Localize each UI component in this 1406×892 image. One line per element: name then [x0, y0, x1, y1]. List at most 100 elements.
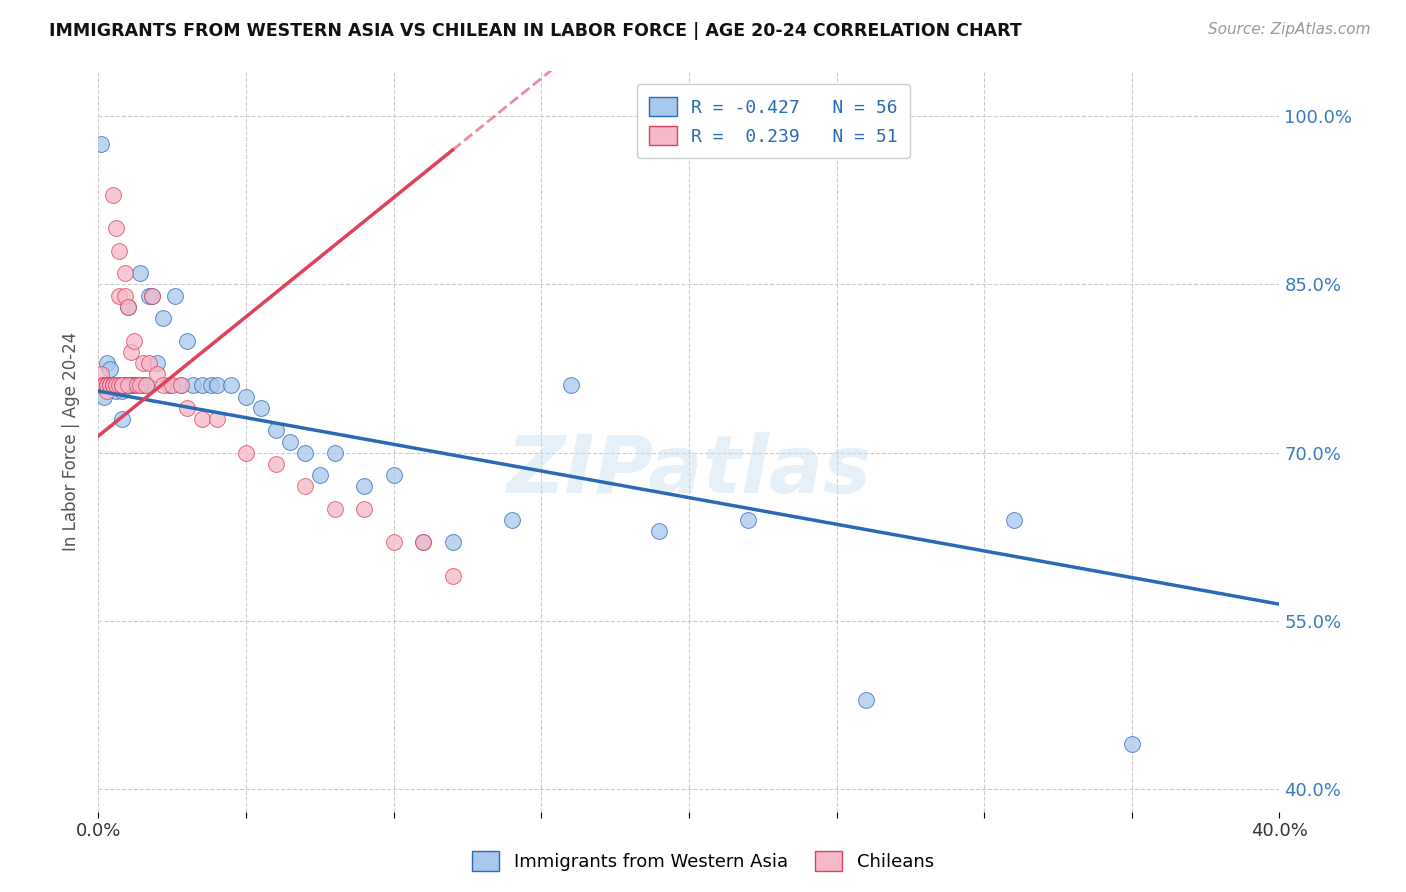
Point — [98, 361, 121, 376]
Point — [105, 384, 128, 398]
Point — [103, 378, 125, 392]
Point — [441, 535, 464, 549]
Point — [96, 384, 118, 398]
Point — [264, 457, 287, 471]
Text: IMMIGRANTS FROM WESTERN ASIA VS CHILEAN IN LABOR FORCE | AGE 20-24 CORRELATION C: IMMIGRANTS FROM WESTERN ASIA VS CHILEAN … — [49, 22, 1022, 40]
Point — [93, 390, 115, 404]
Point — [1002, 513, 1025, 527]
Point — [235, 390, 257, 404]
Point — [235, 446, 257, 460]
Point — [323, 501, 346, 516]
Y-axis label: In Labor Force | Age 20-24: In Labor Force | Age 20-24 — [62, 332, 80, 551]
Point — [170, 378, 193, 392]
Point — [120, 378, 142, 392]
Point — [93, 378, 115, 392]
Point — [93, 378, 115, 392]
Point — [98, 378, 121, 392]
Point — [323, 446, 346, 460]
Point — [114, 289, 136, 303]
Point — [138, 289, 160, 303]
Point — [135, 378, 157, 392]
Point — [108, 378, 131, 392]
Point — [264, 423, 287, 437]
Point — [152, 311, 174, 326]
Point — [117, 300, 139, 314]
Point — [146, 356, 169, 370]
Point — [108, 289, 131, 303]
Point — [353, 479, 375, 493]
Point — [93, 378, 115, 392]
Point — [181, 378, 204, 392]
Point — [294, 446, 316, 460]
Point — [90, 137, 112, 152]
Point — [125, 378, 148, 392]
Point — [165, 289, 187, 303]
Point — [205, 412, 228, 426]
Point — [103, 378, 125, 392]
Point — [117, 300, 139, 314]
Point — [501, 513, 523, 527]
Point — [191, 378, 214, 392]
Point — [122, 334, 145, 348]
Point — [294, 479, 316, 493]
Legend: Immigrants from Western Asia, Chileans: Immigrants from Western Asia, Chileans — [465, 844, 941, 879]
Point — [111, 378, 134, 392]
Point — [105, 378, 128, 392]
Point — [135, 378, 157, 392]
Point — [117, 378, 139, 392]
Point — [152, 378, 174, 392]
Point — [412, 535, 434, 549]
Point — [103, 187, 125, 202]
Point — [105, 221, 128, 235]
Point — [103, 378, 125, 392]
Point — [120, 344, 142, 359]
Point — [90, 368, 112, 382]
Point — [96, 378, 118, 392]
Point — [108, 378, 131, 392]
Point — [146, 368, 169, 382]
Point — [176, 401, 198, 415]
Point — [382, 535, 405, 549]
Point — [103, 378, 125, 392]
Point — [105, 378, 128, 392]
Point — [96, 356, 118, 370]
Point — [128, 378, 150, 392]
Point — [280, 434, 302, 449]
Point — [103, 378, 125, 392]
Point — [560, 378, 582, 392]
Point — [122, 378, 145, 392]
Point — [105, 378, 128, 392]
Point — [221, 378, 243, 392]
Point — [162, 378, 183, 392]
Point — [117, 378, 139, 392]
Point — [132, 378, 155, 392]
Point — [309, 468, 332, 483]
Point — [737, 513, 759, 527]
Point — [141, 289, 163, 303]
Point — [170, 378, 193, 392]
Point — [412, 535, 434, 549]
Point — [200, 378, 222, 392]
Point — [205, 378, 228, 392]
Point — [114, 378, 136, 392]
Point — [111, 378, 134, 392]
Point — [96, 378, 118, 392]
Point — [125, 378, 148, 392]
Point — [96, 378, 118, 392]
Point — [108, 244, 131, 258]
Text: Source: ZipAtlas.com: Source: ZipAtlas.com — [1208, 22, 1371, 37]
Point — [157, 378, 180, 392]
Point — [98, 378, 121, 392]
Point — [1121, 738, 1143, 752]
Point — [90, 378, 112, 392]
Point — [176, 334, 198, 348]
Point — [111, 378, 134, 392]
Point — [138, 356, 160, 370]
Point — [93, 378, 115, 392]
Legend: R = -0.427   N = 56, R =  0.239   N = 51: R = -0.427 N = 56, R = 0.239 N = 51 — [637, 84, 910, 158]
Point — [441, 569, 464, 583]
Point — [648, 524, 671, 539]
Point — [855, 692, 877, 706]
Point — [128, 266, 150, 280]
Point — [114, 266, 136, 280]
